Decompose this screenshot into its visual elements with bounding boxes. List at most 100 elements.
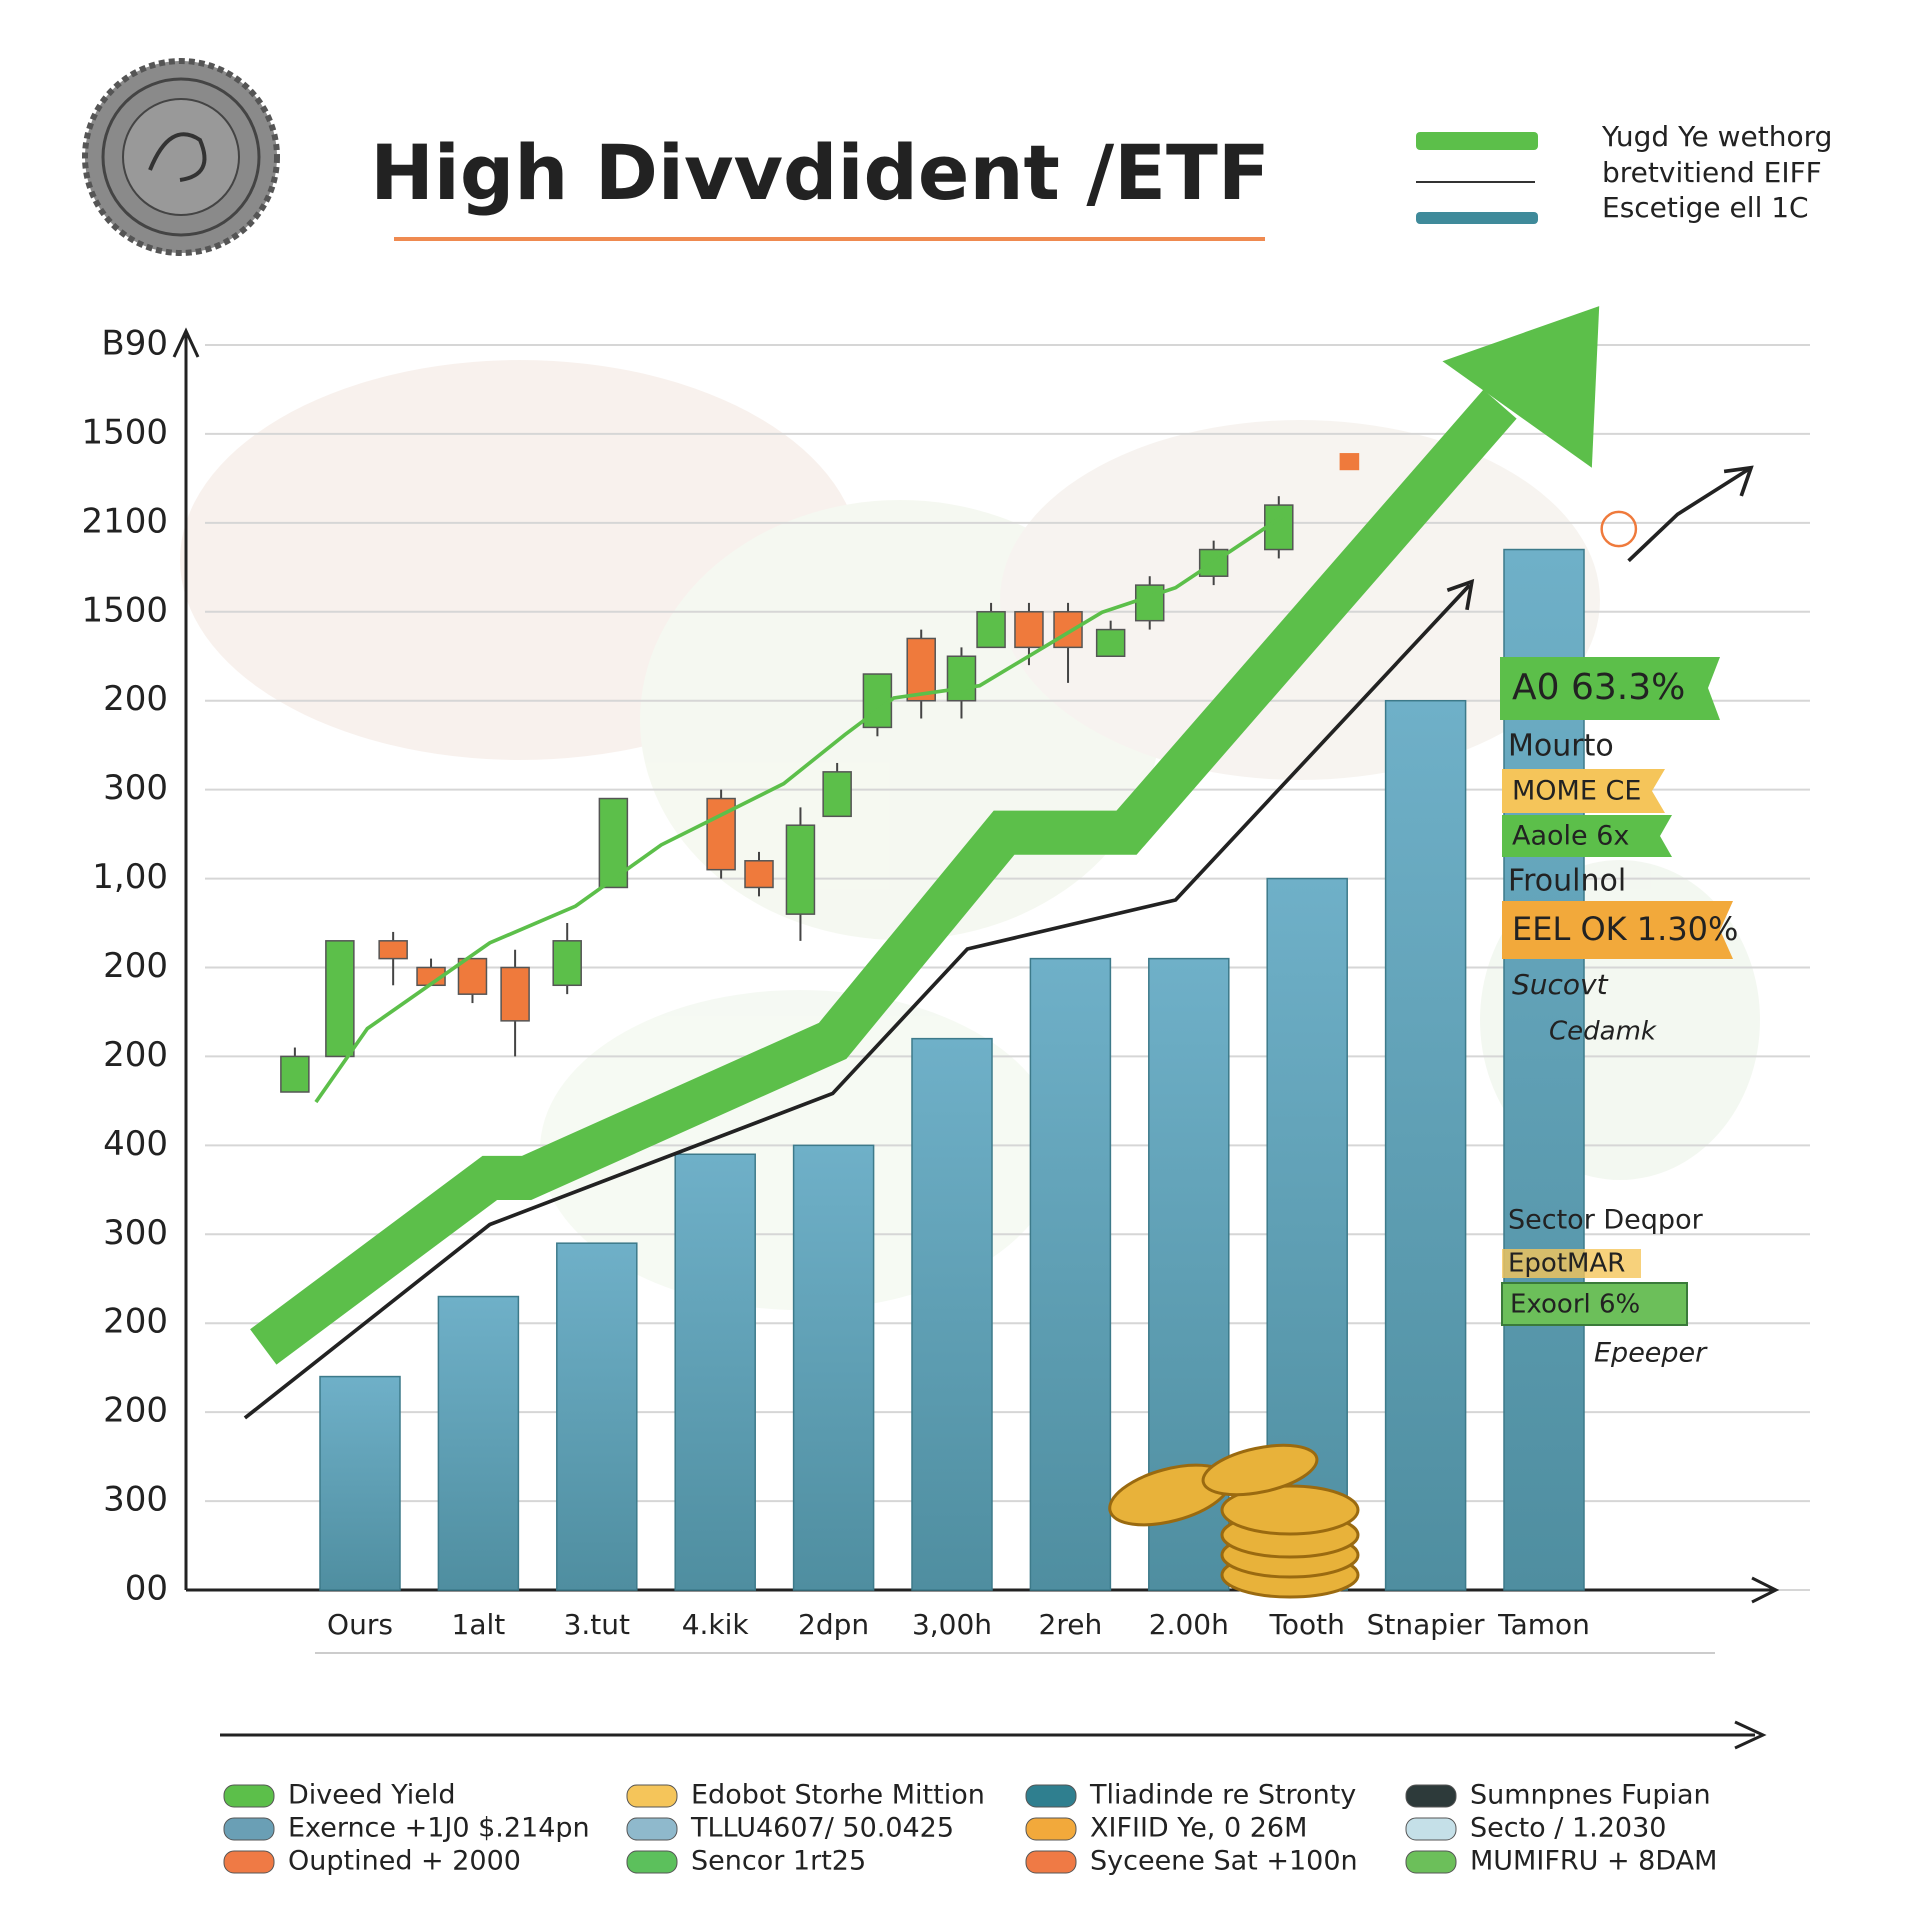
annotation-tag xyxy=(1502,815,1672,857)
candle-body xyxy=(598,797,629,889)
x-tick-label: 2reh xyxy=(1039,1608,1103,1641)
candle-body xyxy=(822,771,852,818)
candle-body xyxy=(1014,611,1044,649)
y-tick-label: 400 xyxy=(103,1124,168,1164)
annotation-tag xyxy=(1501,1282,1688,1326)
candle-body xyxy=(785,824,816,915)
y-tick-label: 300 xyxy=(103,768,168,808)
legend-swatch xyxy=(1025,1850,1077,1874)
annotation: Epeeper xyxy=(1594,1338,1708,1369)
y-tick-label: 2100 xyxy=(81,501,168,541)
x-tick-label: 1alt xyxy=(452,1608,506,1641)
x-tick-label: Ours xyxy=(327,1608,393,1641)
legend-label: Ouptined + 2000 xyxy=(288,1846,521,1877)
bottom-arrow-head xyxy=(1734,1720,1767,1750)
legend-swatch xyxy=(1416,132,1538,150)
legend-label: Diveed Yield xyxy=(288,1780,456,1811)
candle-body xyxy=(500,966,530,1022)
annotation: Mourto xyxy=(1508,729,1614,764)
candle-body xyxy=(1053,611,1083,649)
y-tick-label: 200 xyxy=(103,946,168,986)
annotation-tag xyxy=(1502,901,1733,959)
candle-body xyxy=(378,940,408,960)
bar xyxy=(911,1037,993,1591)
x-tick-label: 3.tut xyxy=(564,1608,630,1641)
bar xyxy=(556,1242,638,1591)
bar xyxy=(1384,699,1467,1591)
legend-swatch xyxy=(626,1817,678,1841)
x-tick-label: 3,00h xyxy=(912,1608,992,1641)
trend-arrows xyxy=(243,306,1754,1420)
legend-swatch xyxy=(223,1817,275,1841)
bar xyxy=(319,1375,401,1591)
x-tick-label: 2dpn xyxy=(798,1608,869,1641)
annotation-tag xyxy=(1500,657,1720,720)
candle-body xyxy=(280,1055,310,1093)
legend-label: TLLU4607/ 50.0425 xyxy=(690,1813,954,1844)
legend-swatch xyxy=(1405,1850,1457,1874)
bar xyxy=(1503,548,1585,1591)
legend-swatch xyxy=(626,1784,678,1808)
legend-swatch xyxy=(1025,1784,1077,1808)
annotation: EpotMAR xyxy=(1508,1249,1625,1279)
y-tick-label: 200 xyxy=(103,1391,168,1431)
bar xyxy=(792,1144,875,1591)
seal xyxy=(82,58,280,256)
bar xyxy=(674,1153,756,1591)
legend-swatch xyxy=(1405,1784,1457,1808)
y-tick-label: 300 xyxy=(103,1480,168,1520)
y-tick-label: B90 xyxy=(101,324,168,364)
legend-label: Exernce +1J0 $.214pn xyxy=(288,1813,590,1844)
annotation: Cedamk xyxy=(1549,1017,1657,1047)
annotation: A0 63.3% xyxy=(1512,667,1685,708)
legend-label: XIFIID Ye, 0 26M xyxy=(1090,1813,1307,1844)
legend-label: Syceene Sat +100n xyxy=(1090,1846,1358,1877)
annotation-tag xyxy=(1502,769,1665,813)
x-tick-label: 2.00h xyxy=(1149,1608,1229,1641)
candle-body xyxy=(946,655,977,702)
legend-swatch xyxy=(223,1784,275,1808)
coins xyxy=(1108,1443,1360,1599)
annotation: EEL OK 1.30% xyxy=(1512,910,1738,948)
x-tick-label: Tamon xyxy=(1497,1608,1590,1641)
x-tick-label: Stnapier xyxy=(1367,1608,1485,1641)
annotation: Froulnol xyxy=(1508,864,1626,899)
legend-swatch xyxy=(223,1850,275,1874)
y-tick-label: 1500 xyxy=(81,412,168,452)
y-tick-label: 200 xyxy=(103,1302,168,1342)
y-tick-label: 200 xyxy=(103,1035,168,1075)
y-tick-label: 200 xyxy=(103,679,168,719)
candle-body xyxy=(325,940,355,1058)
candle-body xyxy=(1134,584,1165,622)
candle-body xyxy=(976,611,1006,649)
legend-swatch xyxy=(1416,212,1538,224)
x-axis-head xyxy=(1751,1576,1780,1604)
candle-body xyxy=(457,957,488,995)
annotation: Sucovt xyxy=(1512,968,1609,1001)
top-legend: Yugd Ye wethorg bretvitiend EIFF Escetig… xyxy=(1416,120,1832,224)
chart-title: High Divvdident /ETF xyxy=(370,128,1270,217)
legend-label: Sencor 1rt25 xyxy=(691,1846,866,1877)
candle-body xyxy=(744,860,774,889)
bar xyxy=(437,1295,520,1591)
annotation: MOME CE xyxy=(1512,776,1641,807)
legend-swatch xyxy=(1405,1817,1457,1841)
x-tick-label: 4.kik xyxy=(682,1608,750,1641)
legend-label: Sumnpnes Fupian xyxy=(1470,1780,1711,1811)
legend-label: bretvitiend EIFF xyxy=(1602,156,1822,189)
annotation: Sector Deqpor xyxy=(1508,1205,1704,1236)
y-tick-label: 1,00 xyxy=(92,857,168,897)
annotations: A0 63.3% Mourto MOME CE Aaole 6x Froulno… xyxy=(1500,657,1738,1369)
candle-body xyxy=(552,940,582,987)
legend-label: Tliadinde re Stronty xyxy=(1089,1780,1356,1811)
x-tick-label: Tooth xyxy=(1269,1608,1345,1641)
legend-label: Escetige ell 1C xyxy=(1602,191,1809,224)
y-tick-label: 00 xyxy=(125,1569,168,1609)
y-tick-label: 300 xyxy=(103,1213,168,1253)
candle-body xyxy=(1095,628,1126,657)
legend-label: MUMIFRU + 8DAM xyxy=(1470,1846,1717,1877)
annotation: Exoorl 6% xyxy=(1510,1290,1640,1320)
legend-label: Edobot Storhe Mittion xyxy=(691,1780,985,1811)
